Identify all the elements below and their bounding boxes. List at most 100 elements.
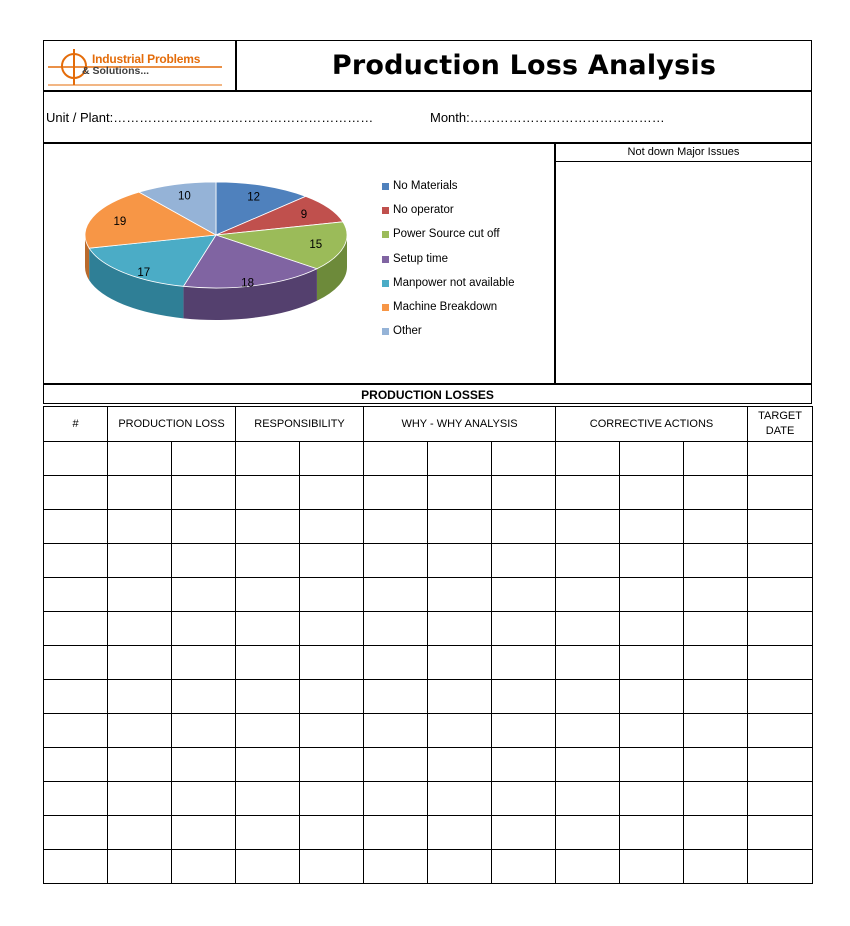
table-cell[interactable] — [427, 475, 493, 510]
table-cell[interactable] — [747, 815, 814, 850]
table-cell[interactable] — [363, 849, 429, 884]
table-cell[interactable] — [683, 815, 749, 850]
table-cell[interactable] — [363, 441, 429, 476]
table-cell[interactable] — [747, 577, 814, 612]
table-cell[interactable] — [235, 747, 301, 782]
table-cell[interactable] — [363, 577, 429, 612]
table-cell[interactable] — [555, 747, 621, 782]
table-cell[interactable] — [491, 679, 557, 714]
table-cell[interactable] — [747, 645, 814, 680]
table-cell[interactable] — [170, 543, 237, 578]
table-cell[interactable] — [683, 611, 749, 646]
table-cell[interactable] — [555, 577, 621, 612]
table-cell[interactable] — [683, 747, 749, 782]
table-cell[interactable] — [235, 441, 301, 476]
table-cell[interactable] — [427, 747, 493, 782]
table-cell[interactable] — [235, 679, 301, 714]
table-cell[interactable] — [107, 577, 172, 612]
table-cell[interactable] — [683, 509, 749, 544]
table-cell[interactable] — [170, 781, 237, 816]
table-cell[interactable] — [491, 543, 557, 578]
table-cell[interactable] — [747, 509, 814, 544]
table-cell[interactable] — [427, 679, 493, 714]
table-cell[interactable] — [491, 645, 557, 680]
table-cell[interactable] — [619, 815, 685, 850]
table-cell[interactable] — [427, 441, 493, 476]
table-cell[interactable] — [491, 849, 557, 884]
table-cell[interactable] — [683, 577, 749, 612]
table-cell[interactable] — [107, 679, 172, 714]
table-cell[interactable] — [235, 475, 301, 510]
table-cell[interactable] — [235, 815, 301, 850]
table-cell[interactable] — [170, 815, 237, 850]
table-cell[interactable] — [555, 509, 621, 544]
table-cell[interactable] — [363, 815, 429, 850]
table-cell[interactable] — [747, 849, 814, 884]
table-cell[interactable] — [363, 645, 429, 680]
table-cell[interactable] — [555, 849, 621, 884]
table-cell[interactable] — [299, 815, 365, 850]
table-cell[interactable] — [427, 611, 493, 646]
table-cell[interactable] — [235, 509, 301, 544]
table-cell[interactable] — [619, 543, 685, 578]
table-cell[interactable] — [299, 679, 365, 714]
table-cell[interactable] — [619, 475, 685, 510]
table-cell[interactable] — [683, 849, 749, 884]
table-cell[interactable] — [683, 781, 749, 816]
table-cell[interactable] — [619, 441, 685, 476]
table-cell[interactable] — [107, 645, 172, 680]
table-cell[interactable] — [299, 543, 365, 578]
table-cell[interactable] — [43, 611, 108, 646]
table-cell[interactable] — [299, 849, 365, 884]
table-cell[interactable] — [683, 441, 749, 476]
table-cell[interactable] — [747, 441, 814, 476]
table-cell[interactable] — [107, 781, 172, 816]
table-cell[interactable] — [427, 577, 493, 612]
table-cell[interactable] — [619, 849, 685, 884]
table-cell[interactable] — [491, 713, 557, 748]
table-cell[interactable] — [43, 713, 108, 748]
table-cell[interactable] — [555, 543, 621, 578]
table-cell[interactable] — [683, 645, 749, 680]
table-cell[interactable] — [43, 509, 108, 544]
table-cell[interactable] — [170, 577, 237, 612]
table-cell[interactable] — [43, 849, 108, 884]
table-cell[interactable] — [299, 441, 365, 476]
table-cell[interactable] — [555, 781, 621, 816]
table-cell[interactable] — [491, 815, 557, 850]
table-cell[interactable] — [107, 849, 172, 884]
table-cell[interactable] — [619, 747, 685, 782]
table-cell[interactable] — [363, 543, 429, 578]
table-cell[interactable] — [555, 475, 621, 510]
table-cell[interactable] — [170, 645, 237, 680]
table-cell[interactable] — [363, 679, 429, 714]
unit-plant-field[interactable]: Unit / Plant:…………………………………………………… — [46, 110, 374, 125]
table-cell[interactable] — [747, 543, 814, 578]
table-cell[interactable] — [235, 781, 301, 816]
table-cell[interactable] — [170, 747, 237, 782]
table-cell[interactable] — [170, 679, 237, 714]
table-cell[interactable] — [747, 611, 814, 646]
table-cell[interactable] — [107, 441, 172, 476]
table-cell[interactable] — [43, 679, 108, 714]
table-cell[interactable] — [619, 645, 685, 680]
table-cell[interactable] — [427, 781, 493, 816]
table-cell[interactable] — [43, 747, 108, 782]
table-cell[interactable] — [107, 543, 172, 578]
table-cell[interactable] — [747, 781, 814, 816]
table-cell[interactable] — [747, 475, 814, 510]
table-cell[interactable] — [235, 849, 301, 884]
table-cell[interactable] — [235, 713, 301, 748]
table-cell[interactable] — [555, 441, 621, 476]
table-cell[interactable] — [427, 713, 493, 748]
month-field[interactable]: Month:……………………………………… — [430, 110, 665, 125]
table-cell[interactable] — [43, 645, 108, 680]
table-cell[interactable] — [170, 611, 237, 646]
table-cell[interactable] — [427, 509, 493, 544]
table-cell[interactable] — [170, 441, 237, 476]
table-cell[interactable] — [299, 645, 365, 680]
table-cell[interactable] — [491, 781, 557, 816]
table-cell[interactable] — [170, 509, 237, 544]
table-cell[interactable] — [107, 611, 172, 646]
table-cell[interactable] — [363, 781, 429, 816]
